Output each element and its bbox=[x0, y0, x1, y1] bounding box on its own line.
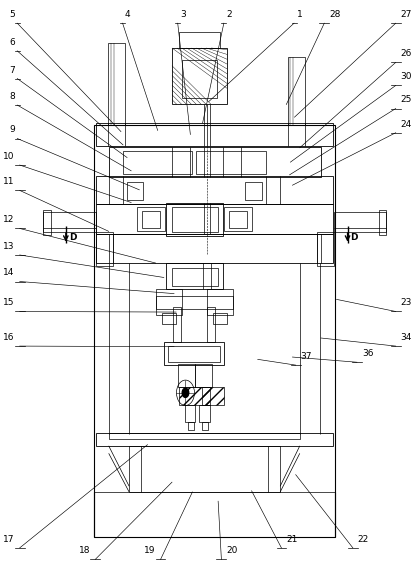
Bar bbox=[178, 364, 195, 387]
Bar bbox=[109, 147, 321, 176]
Bar bbox=[109, 433, 300, 439]
Bar bbox=[172, 48, 227, 105]
Bar bbox=[166, 263, 223, 289]
Text: 4: 4 bbox=[125, 10, 131, 19]
Bar bbox=[334, 212, 386, 232]
Bar bbox=[196, 151, 266, 173]
Text: 16: 16 bbox=[3, 333, 15, 342]
Text: 8: 8 bbox=[9, 92, 15, 101]
Text: 26: 26 bbox=[400, 49, 412, 58]
Bar bbox=[108, 43, 125, 125]
Text: 25: 25 bbox=[400, 95, 412, 105]
Text: 13: 13 bbox=[3, 242, 15, 251]
Bar bbox=[179, 387, 210, 406]
Bar bbox=[166, 202, 223, 236]
Bar bbox=[127, 182, 144, 199]
Text: 23: 23 bbox=[400, 298, 412, 307]
Bar bbox=[123, 151, 193, 173]
Text: 1: 1 bbox=[297, 10, 302, 19]
Text: 24: 24 bbox=[400, 120, 412, 129]
Text: D: D bbox=[69, 232, 76, 242]
Bar bbox=[44, 210, 51, 235]
Text: 19: 19 bbox=[144, 546, 156, 555]
Text: 21: 21 bbox=[286, 535, 298, 544]
Text: 34: 34 bbox=[400, 333, 412, 342]
Bar bbox=[188, 421, 195, 430]
Bar bbox=[137, 207, 165, 231]
Bar bbox=[202, 421, 208, 430]
Text: 10: 10 bbox=[3, 152, 15, 161]
Text: 37: 37 bbox=[300, 352, 312, 361]
Bar bbox=[213, 313, 227, 324]
Bar bbox=[172, 206, 218, 232]
Bar bbox=[156, 297, 233, 309]
Text: 15: 15 bbox=[3, 298, 15, 307]
Text: 14: 14 bbox=[3, 268, 15, 277]
Bar bbox=[156, 289, 182, 315]
Text: 18: 18 bbox=[79, 546, 90, 555]
Bar bbox=[164, 342, 224, 365]
Bar bbox=[95, 176, 333, 203]
Bar bbox=[129, 446, 280, 492]
Bar bbox=[224, 207, 251, 231]
Bar bbox=[207, 307, 215, 342]
Bar bbox=[199, 406, 210, 421]
Text: 7: 7 bbox=[9, 65, 15, 75]
Text: 17: 17 bbox=[3, 535, 15, 544]
Text: 20: 20 bbox=[226, 546, 238, 555]
Bar bbox=[195, 364, 212, 387]
Text: 27: 27 bbox=[400, 10, 412, 19]
Bar bbox=[202, 387, 224, 406]
Bar bbox=[185, 406, 195, 421]
Text: 22: 22 bbox=[358, 535, 369, 544]
Bar bbox=[142, 211, 160, 228]
Bar bbox=[207, 289, 233, 315]
Bar bbox=[246, 182, 262, 199]
Bar bbox=[95, 123, 333, 146]
Bar bbox=[95, 234, 333, 263]
Bar bbox=[95, 232, 113, 266]
Bar bbox=[288, 57, 305, 125]
Circle shape bbox=[182, 388, 189, 398]
Text: 6: 6 bbox=[9, 38, 15, 47]
Text: 2: 2 bbox=[226, 10, 232, 19]
Text: 5: 5 bbox=[9, 10, 15, 19]
Bar bbox=[179, 32, 220, 48]
Bar bbox=[173, 307, 181, 342]
Bar bbox=[95, 433, 333, 446]
Bar bbox=[95, 125, 335, 537]
Bar bbox=[172, 268, 218, 286]
Bar bbox=[168, 346, 220, 362]
Text: 12: 12 bbox=[3, 216, 15, 224]
Bar bbox=[44, 212, 95, 232]
Bar bbox=[379, 210, 386, 235]
Bar bbox=[182, 60, 217, 98]
Text: D: D bbox=[350, 232, 358, 242]
Bar bbox=[317, 232, 334, 266]
Text: 36: 36 bbox=[362, 349, 374, 358]
Bar bbox=[95, 204, 333, 234]
Text: 11: 11 bbox=[3, 177, 15, 186]
Bar bbox=[162, 313, 176, 324]
Bar bbox=[229, 211, 247, 228]
Text: 3: 3 bbox=[180, 10, 186, 19]
Text: 9: 9 bbox=[9, 125, 15, 135]
Text: 28: 28 bbox=[329, 10, 341, 19]
Text: 30: 30 bbox=[400, 72, 412, 81]
